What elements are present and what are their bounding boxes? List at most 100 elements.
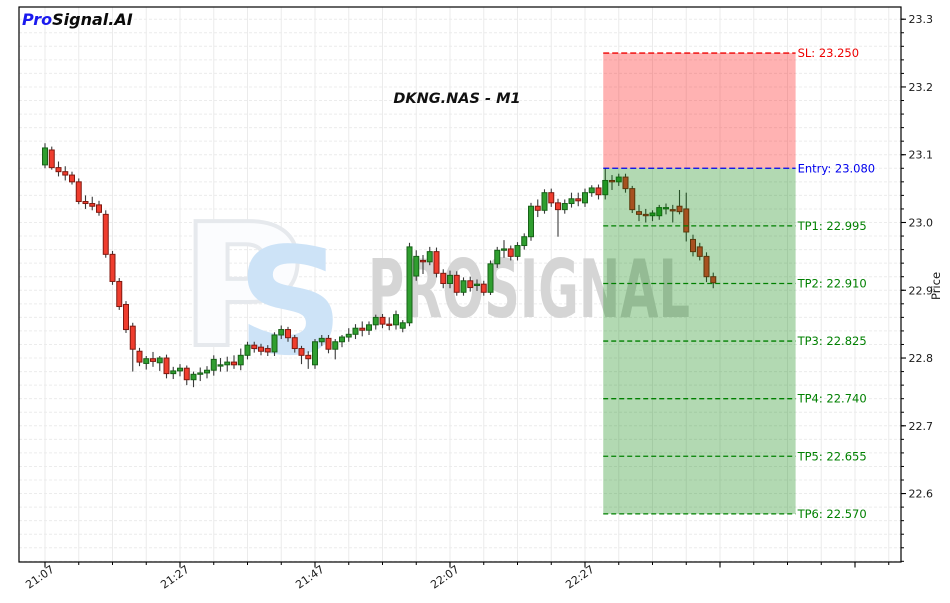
- candle-up: [474, 283, 480, 287]
- candle-down: [285, 329, 291, 339]
- candle-up: [649, 212, 656, 217]
- candle-up: [156, 357, 163, 364]
- candle-up: [447, 274, 453, 284]
- candle-down: [440, 272, 447, 284]
- candle-down: [507, 248, 514, 257]
- candle-down: [116, 280, 123, 308]
- candle-up: [366, 324, 372, 331]
- candle-down: [129, 325, 136, 350]
- candle-down: [609, 179, 615, 183]
- candle-up: [177, 367, 183, 372]
- candle-up: [426, 251, 433, 263]
- candle-down: [642, 213, 649, 217]
- candle-up: [352, 327, 359, 335]
- tp-label-5: TP5: 22.655: [797, 449, 867, 463]
- candle-up: [663, 207, 669, 210]
- y-tick-label: 23.3: [909, 13, 934, 26]
- candle-up: [413, 255, 420, 277]
- candle-up: [339, 336, 345, 343]
- candle-down: [636, 211, 642, 215]
- y-tick-label: 23.1: [909, 149, 934, 162]
- logo-pro-part: Pro: [22, 10, 52, 29]
- candle-up: [541, 192, 548, 211]
- candle-down: [136, 350, 143, 363]
- candle-up: [528, 205, 534, 238]
- tp-label-3: TP3: 22.825: [797, 334, 867, 348]
- candle-up: [460, 280, 467, 293]
- candle-up: [521, 236, 528, 247]
- candle-up: [244, 344, 251, 356]
- candle-down: [575, 198, 582, 202]
- y-tick-label: 22.8: [909, 352, 934, 365]
- candle-down: [480, 283, 487, 293]
- candle-up: [656, 207, 663, 217]
- candle-down: [379, 316, 386, 325]
- candle-up: [143, 358, 150, 364]
- candle-down: [231, 361, 237, 366]
- candle-down: [359, 327, 366, 331]
- candle-up: [237, 354, 244, 366]
- candlesticks: [42, 143, 717, 388]
- watermark: P S PROSIGNAL: [178, 186, 690, 388]
- candle-down: [703, 255, 710, 278]
- candle-down: [96, 204, 102, 213]
- candle-up: [271, 334, 278, 353]
- prosignal-logo: ProSignal.AI: [22, 10, 133, 29]
- candle-up: [197, 372, 204, 375]
- candle-up: [224, 361, 231, 366]
- candle-up: [312, 341, 318, 366]
- candle-down: [696, 246, 703, 257]
- entry-label: Entry: 23.080: [798, 161, 876, 175]
- candle-down: [123, 303, 129, 331]
- candle-up: [615, 176, 622, 183]
- candle-down: [305, 354, 312, 360]
- signal-level-labels: SL: 23.250 Entry: 23.080 TP1: 22.995 TP2: 2…: [797, 46, 876, 521]
- candle-up: [393, 314, 399, 326]
- candle-up: [372, 316, 379, 326]
- candle-down: [669, 209, 676, 212]
- tp-label-4: TP4: 22.740: [797, 392, 867, 406]
- candle-up: [332, 341, 339, 350]
- candle-down: [264, 348, 271, 353]
- y-tick-label: 23.0: [909, 216, 934, 229]
- candle-up: [582, 192, 588, 204]
- logo-rest-part: Signal.AI: [52, 10, 133, 29]
- watermark-s-icon: S: [237, 216, 344, 388]
- signal-level-lines: [603, 52, 796, 515]
- candle-down: [433, 251, 440, 274]
- candle-down: [622, 176, 629, 190]
- candle-down: [291, 337, 298, 350]
- candle-up: [170, 370, 177, 375]
- candle-down: [683, 208, 690, 233]
- y-tick-label: 22.7: [909, 420, 934, 433]
- candle-up: [210, 358, 217, 371]
- watermark-brand-text: PROSIGNAL: [368, 243, 690, 336]
- candle-down: [555, 202, 561, 211]
- candle-down: [150, 358, 156, 362]
- tp-label-2: TP2: 22.910: [797, 276, 867, 290]
- plot-border: [18, 6, 902, 563]
- y-axis-label: Price: [929, 272, 943, 300]
- candle-up: [494, 249, 501, 265]
- candle-up: [501, 248, 507, 251]
- y-tick-label: 22.9: [909, 284, 934, 297]
- candle-down: [386, 323, 393, 326]
- candle-up: [561, 203, 568, 211]
- candle-down: [109, 253, 116, 282]
- candle-down: [325, 337, 332, 350]
- candle-down: [690, 238, 696, 253]
- candle-down: [534, 205, 541, 211]
- candle-up: [399, 322, 406, 329]
- chart-title: DKNG.NAS - M1: [393, 91, 520, 107]
- candle-up: [602, 179, 609, 196]
- tp-label-1: TP1: 22.995: [797, 219, 867, 233]
- candle-down: [75, 181, 82, 202]
- candle-down: [453, 274, 460, 293]
- candle-down: [82, 200, 89, 205]
- candle-down: [710, 276, 717, 284]
- risk-zone: [603, 53, 796, 169]
- candle-up: [204, 369, 210, 374]
- candle-down: [62, 171, 69, 176]
